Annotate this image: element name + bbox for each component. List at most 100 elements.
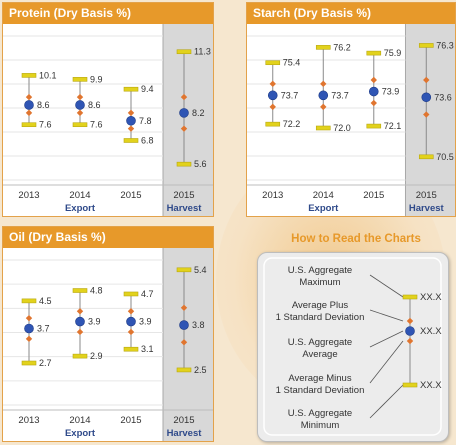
plus-sd-marker xyxy=(320,80,327,88)
starch-chart: 75.4 73.7 72.2 2013 76.2 73.7 72.0 2014 75.9 73.9… xyxy=(247,24,455,216)
legend-pointer xyxy=(369,340,404,384)
min-value-label: 2.9 xyxy=(90,351,103,361)
plus-sd-marker xyxy=(423,76,430,84)
legend-dot-marker xyxy=(405,326,415,336)
mean-marker xyxy=(75,316,85,327)
max-value-label: 11.3 xyxy=(194,47,211,57)
legend-label-line1: Average Plus xyxy=(292,300,349,311)
harvest-column-bg xyxy=(163,248,213,441)
group-label-export: Export xyxy=(65,428,96,439)
legend-title: How to Read the Charts xyxy=(291,233,421,245)
min-bar xyxy=(21,122,37,128)
category-tick-label: 2015 xyxy=(173,415,194,426)
mean-value-label: 7.8 xyxy=(139,116,152,126)
max-value-label: 4.5 xyxy=(39,296,52,306)
mean-marker xyxy=(126,316,136,327)
minus-sd-marker xyxy=(76,109,84,117)
minus-sd-marker xyxy=(127,328,135,336)
minus-sd-marker xyxy=(423,111,430,118)
group-label-harvest: Harvest xyxy=(167,428,203,439)
max-value-label: 76.2 xyxy=(333,42,351,52)
minus-sd-marker xyxy=(180,125,188,132)
legend-label-line1: Average Minus xyxy=(288,373,351,384)
legend-box: U.S. Aggregate Maximum XX.X Average Plus 1 S… xyxy=(257,252,449,442)
mean-value-label: 73.6 xyxy=(434,92,452,102)
category-tick-label: 2015 xyxy=(363,190,384,201)
minus-sd-marker xyxy=(370,99,377,107)
max-value-label: 9.4 xyxy=(141,84,154,94)
legend-label-line1: U.S. Aggregate xyxy=(288,337,352,348)
mean-value-label: 8.6 xyxy=(37,100,50,110)
max-bar xyxy=(366,50,382,56)
category-tick-label: 2013 xyxy=(18,415,39,426)
legend-diamond-marker xyxy=(406,317,414,325)
harvest-column-bg xyxy=(163,24,213,216)
mean-marker xyxy=(318,90,329,101)
max-bar xyxy=(21,298,37,304)
category-tick-label: 2013 xyxy=(262,190,283,201)
legend-inner-border xyxy=(263,257,442,436)
min-bar xyxy=(418,154,434,160)
max-bar xyxy=(176,267,192,273)
min-value-label: 2.7 xyxy=(39,358,52,368)
category-tick-label: 2014 xyxy=(69,190,90,201)
group-label-harvest: Harvest xyxy=(409,203,445,214)
legend-label-line1: U.S. Aggregate xyxy=(288,408,352,419)
min-value-label: 7.6 xyxy=(90,120,103,130)
oil-chart-panel: Oil (Dry Basis %) 4.5 3.7 2.7 2013 4.8 3.9 2.9… xyxy=(2,226,214,442)
category-tick-label: 2013 xyxy=(18,190,39,201)
min-value-label: 72.1 xyxy=(384,121,402,131)
min-value-label: 72.0 xyxy=(333,123,351,133)
min-value-label: 5.6 xyxy=(194,159,207,169)
min-bar xyxy=(176,367,192,373)
max-bar xyxy=(72,288,88,293)
minus-sd-marker xyxy=(127,125,135,132)
legend-label-line2: 1 Standard Deviation xyxy=(276,312,365,323)
max-value-label: 5.4 xyxy=(194,265,207,275)
plus-sd-marker xyxy=(76,93,84,101)
legend-pointer xyxy=(369,309,404,322)
legend-label-line2: Minimum xyxy=(301,420,340,431)
max-bar xyxy=(418,43,434,48)
mean-value-label: 3.9 xyxy=(139,317,152,327)
legend-bar-marker xyxy=(402,382,418,388)
minus-sd-marker xyxy=(269,103,276,111)
mean-value-label: 3.7 xyxy=(37,324,50,334)
mean-value-label: 8.2 xyxy=(192,108,205,118)
mean-marker xyxy=(421,92,432,103)
mean-value-label: 3.8 xyxy=(192,320,205,330)
plus-sd-marker xyxy=(127,109,135,117)
minus-sd-marker xyxy=(180,339,188,346)
max-value-label: 9.9 xyxy=(90,74,103,84)
mean-value-label: 73.9 xyxy=(382,87,400,97)
min-value-label: 7.6 xyxy=(39,120,52,130)
group-label-export: Export xyxy=(308,203,339,214)
protein-chart-title: Protein (Dry Basis %) xyxy=(3,3,213,24)
minus-sd-marker xyxy=(25,335,33,343)
starch-chart-panel: Starch (Dry Basis %) 75.4 73.7 72.2 2013 76.… xyxy=(246,2,456,217)
legend-pointer xyxy=(369,274,404,298)
min-value-label: 3.1 xyxy=(141,344,154,354)
max-value-label: 76.3 xyxy=(436,40,454,50)
max-bar xyxy=(123,291,139,297)
max-value-label: 4.7 xyxy=(141,289,154,299)
min-value-label: 6.8 xyxy=(141,135,154,145)
plus-sd-marker xyxy=(370,76,377,84)
category-tick-label: 2015 xyxy=(416,190,437,201)
minus-sd-marker xyxy=(320,103,327,111)
harvest-column-bg xyxy=(405,24,455,216)
max-bar xyxy=(123,86,139,92)
oil-chart-title: Oil (Dry Basis %) xyxy=(3,227,213,248)
legend-label-line2: Maximum xyxy=(299,277,340,288)
max-value-label: 4.8 xyxy=(90,286,103,296)
minus-sd-marker xyxy=(25,109,33,117)
oil-chart: 4.5 3.7 2.7 2013 4.8 3.9 2.9 2014 4.7 3.9 3.1 2015 5… xyxy=(3,248,213,441)
mean-value-label: 3.9 xyxy=(88,317,101,327)
mean-marker xyxy=(24,323,34,334)
legend-value-label: XX.X xyxy=(420,380,442,391)
max-bar xyxy=(176,49,192,55)
category-tick-label: 2015 xyxy=(120,415,141,426)
max-bar xyxy=(315,45,331,50)
min-value-label: 2.5 xyxy=(194,365,207,375)
